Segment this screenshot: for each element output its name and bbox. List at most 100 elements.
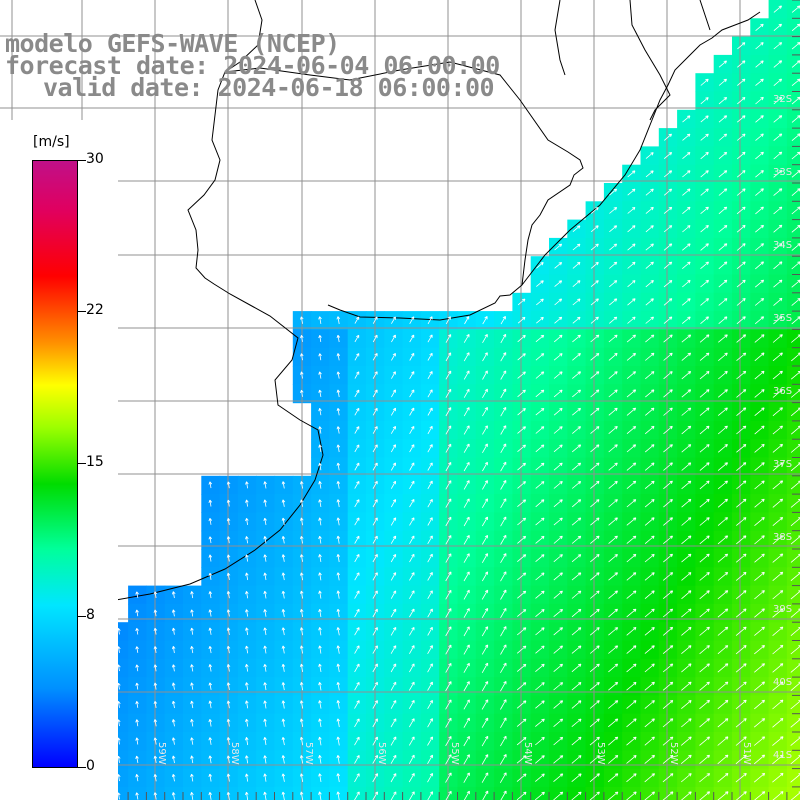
wind-cell — [750, 347, 770, 367]
wind-cell — [402, 402, 422, 422]
wind-arrow — [318, 408, 322, 416]
wind-arrow — [354, 444, 360, 453]
wind-arrow — [463, 407, 470, 417]
wind-cell — [768, 164, 788, 184]
wind-cell — [677, 658, 696, 678]
wind-arrow — [517, 481, 526, 489]
wind-arrow — [263, 791, 267, 800]
wind-cell — [786, 439, 800, 459]
wind-arrow — [245, 737, 249, 746]
wind-cell — [768, 457, 788, 477]
wind-arrow — [662, 626, 674, 636]
wind-cell — [622, 237, 642, 257]
wind-cell — [512, 494, 532, 513]
wind-cell — [549, 237, 568, 257]
wind-arrow — [463, 772, 470, 783]
wind-cell — [622, 549, 642, 568]
wind-arrow — [336, 700, 341, 709]
wind-cell — [494, 457, 513, 477]
wind-arrow — [135, 627, 139, 635]
lat-label: 36S — [773, 386, 792, 397]
wind-cell — [567, 549, 587, 568]
wind-cell — [750, 128, 770, 147]
wind-arrow — [517, 334, 526, 343]
wind-arrow — [609, 243, 618, 251]
wind-arrow — [662, 700, 674, 710]
wind-cell — [732, 183, 751, 202]
wind-arrow — [735, 773, 747, 783]
wind-arrow — [500, 589, 507, 600]
wind-arrow — [590, 554, 600, 563]
wind-cell — [732, 384, 751, 404]
wind-cell — [677, 439, 696, 459]
wind-arrow — [700, 170, 709, 178]
wind-arrow — [700, 151, 709, 160]
wind-cell — [420, 732, 440, 751]
wind-cell — [786, 640, 800, 660]
wind-cell — [384, 494, 404, 513]
wind-cell — [786, 164, 800, 184]
wind-arrow — [571, 755, 582, 764]
wind-arrow — [645, 352, 655, 361]
wind-cell — [677, 640, 696, 660]
wind-cell — [494, 475, 513, 495]
wind-cell — [530, 457, 550, 477]
wind-cell — [768, 512, 788, 532]
wind-arrow — [607, 773, 619, 783]
wind-arrow — [700, 298, 709, 306]
wind-cell — [658, 329, 678, 349]
wind-cell — [658, 164, 678, 184]
wind-arrow — [645, 170, 654, 178]
wind-cell — [603, 457, 623, 477]
wind-arrow — [299, 590, 304, 599]
wind-cell — [384, 713, 404, 733]
wind-cell — [658, 622, 678, 642]
wind-cell — [549, 402, 568, 422]
wind-arrow — [626, 553, 637, 563]
wind-arrow — [409, 444, 415, 453]
wind-arrow — [699, 645, 710, 655]
wind-arrow — [735, 645, 747, 655]
wind-arrow — [626, 517, 637, 526]
wind-cell — [640, 164, 660, 184]
wind-arrow — [590, 499, 600, 508]
wind-cell — [732, 36, 751, 56]
wind-arrow — [500, 443, 507, 453]
wind-arrow — [627, 225, 636, 233]
wind-arrow — [626, 773, 637, 783]
wind-arrow — [300, 353, 304, 361]
wind-arrow — [318, 718, 322, 727]
wind-arrow — [717, 553, 729, 563]
wind-cell — [695, 237, 715, 257]
wind-arrow — [482, 333, 488, 343]
wind-cell — [457, 585, 477, 605]
wind-arrow — [263, 572, 267, 581]
wind-arrow — [535, 444, 545, 453]
wind-cell — [512, 420, 532, 440]
wind-cell — [347, 457, 367, 477]
wind-cell — [347, 567, 367, 587]
wind-arrow — [608, 645, 619, 654]
wind-arrow — [772, 480, 784, 490]
wind-arrow — [718, 261, 728, 270]
wind-arrow — [626, 627, 637, 636]
wind-cell — [732, 164, 751, 184]
wind-cell — [567, 274, 587, 294]
wind-cell — [640, 439, 660, 459]
wind-arrow — [553, 590, 563, 599]
wind-arrow — [408, 791, 415, 800]
wind-arrow — [626, 663, 637, 673]
wind-cell — [677, 128, 696, 147]
wind-arrow — [463, 699, 470, 710]
wind-arrow — [135, 792, 139, 800]
wind-cell — [384, 603, 404, 623]
wind-arrow — [699, 754, 710, 765]
wind-cell — [732, 201, 751, 221]
wind-arrow — [245, 645, 249, 654]
wind-arrow — [226, 645, 231, 654]
wind-arrow — [736, 407, 747, 417]
wind-cell — [622, 475, 642, 495]
wind-cell — [347, 658, 367, 678]
wind-cell — [457, 530, 477, 550]
wind-arrow — [773, 133, 783, 141]
